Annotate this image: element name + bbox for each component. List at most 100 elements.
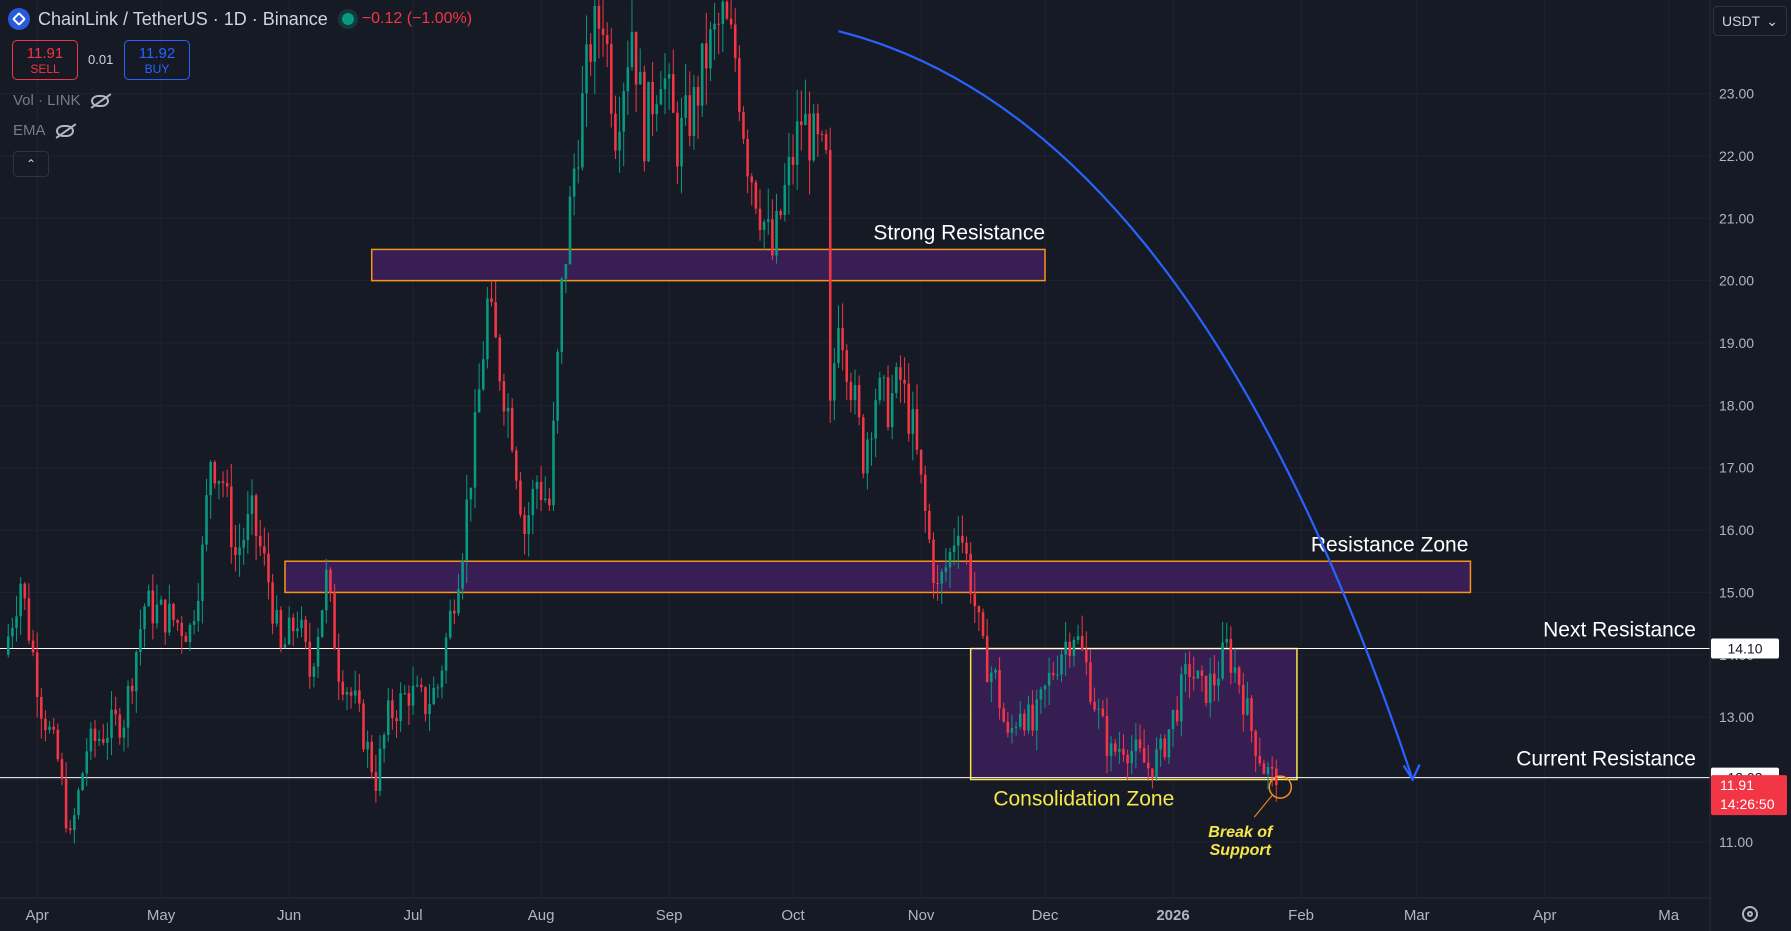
candle-body (733, 24, 737, 59)
candle-body (626, 67, 630, 92)
time-tick-label: Nov (908, 907, 935, 924)
candle-body (845, 350, 849, 382)
candle-body (19, 583, 22, 617)
candle-body (915, 409, 919, 450)
time-tick-label: Dec (1032, 907, 1059, 924)
eye-hidden-icon[interactable] (55, 124, 74, 137)
candle-body (1204, 675, 1208, 703)
price-tick-label: 11.00 (1719, 834, 1753, 850)
settings-gear-icon[interactable] (1742, 906, 1758, 922)
symbol-header[interactable]: ChainLink / TetherUS · 1D · Binance −0.1… (8, 6, 472, 32)
candle-body (746, 138, 749, 177)
candle-body (923, 474, 927, 511)
candle-body (853, 385, 857, 401)
candle-body (403, 693, 407, 695)
time-tick-label: Apr (26, 907, 49, 924)
buy-label: BUY (144, 61, 170, 76)
candle-body (820, 134, 824, 136)
time-tick-label: 2026 (1156, 907, 1189, 924)
annotations: Strong Resistance Resistance Zone Consolid… (838, 30, 1696, 859)
candle-body (180, 622, 184, 636)
candle-body (791, 157, 795, 165)
level-label: Current Resistance (1516, 748, 1696, 771)
candle-body (688, 95, 692, 136)
candle-body (572, 168, 576, 197)
candle-body (824, 134, 828, 151)
candle-body (1200, 670, 1204, 676)
candle-body (700, 43, 704, 106)
sell-button[interactable]: 11.91 SELL (12, 40, 78, 80)
candle-body (630, 31, 634, 68)
candle-body (659, 89, 663, 105)
candle-body (64, 778, 68, 829)
price-axis[interactable]: 11.0012.0013.0014.0015.0016.0017.0018.00… (1709, 0, 1791, 931)
time-tick-label: Sep (656, 907, 683, 924)
currency-label: USDT (1722, 13, 1761, 29)
candle-body (944, 567, 948, 572)
candle-body (721, 1, 725, 24)
candle-body (519, 480, 522, 515)
price-change: −0.12 (−1.00%) (361, 10, 473, 27)
candle-body (961, 535, 964, 543)
time-tick-label: Feb (1288, 907, 1314, 924)
candle-body (52, 726, 55, 730)
candle-body (238, 547, 241, 556)
candle-body (320, 610, 324, 637)
candle-body (527, 515, 530, 534)
candle-body (560, 278, 564, 352)
candle-body (1105, 716, 1109, 757)
candle-body (956, 535, 960, 546)
candle-body (93, 728, 97, 741)
candle-body (618, 131, 621, 151)
candle-body (1213, 673, 1216, 686)
candle-body (655, 104, 659, 115)
candle-body (1035, 699, 1039, 731)
candle-body (411, 685, 415, 706)
candle-body (510, 407, 514, 451)
candle-body (151, 590, 155, 624)
candle-body (15, 616, 18, 628)
candle-body (977, 606, 981, 613)
candle-body (490, 298, 493, 303)
price-tick-label: 23.00 (1719, 86, 1754, 102)
candle-body (461, 560, 464, 589)
collapse-indicators-button[interactable]: ⌃ (13, 151, 49, 177)
candle-body (696, 87, 700, 106)
candle-body (1027, 704, 1030, 731)
indicator-ema[interactable]: EMA (13, 122, 74, 139)
candle-body (539, 481, 543, 500)
candle-body (1060, 654, 1063, 675)
eye-hidden-icon[interactable] (90, 94, 109, 107)
candle-body (985, 636, 989, 682)
candle-body (919, 449, 923, 475)
symbol-title[interactable]: ChainLink / TetherUS · 1D · Binance (38, 8, 328, 29)
candle-body (783, 185, 787, 216)
candle-body (597, 5, 601, 29)
market-status-icon (341, 13, 354, 25)
candle-body (35, 652, 39, 697)
break-pointer-line (1253, 794, 1273, 818)
time-tick-label: Ma (1658, 907, 1679, 924)
candle-body (990, 672, 993, 682)
candle-body (1159, 738, 1162, 750)
candle-body (705, 43, 708, 69)
candle-body (1229, 638, 1233, 673)
indicator-volume[interactable]: Vol · LINK (13, 92, 109, 109)
candle-body (1246, 698, 1249, 715)
candle-body (729, 18, 733, 25)
candle-body (337, 649, 340, 682)
candle-body (969, 553, 972, 594)
candle-body (362, 703, 365, 750)
indicator-volume-label: Vol · LINK (13, 92, 81, 109)
candle-body (766, 219, 770, 222)
candle-body (1064, 641, 1067, 655)
candle-body (556, 351, 559, 421)
buy-button[interactable]: 11.92 BUY (124, 40, 190, 80)
candle-body (486, 298, 489, 360)
currency-selector[interactable]: USDT ⌄ (1713, 6, 1787, 36)
candle-body (242, 540, 245, 548)
zones (284, 248, 1472, 781)
time-axis[interactable]: Apr May Jun Jul Aug Sep Oct Nov Dec 2026 Feb Mar Apr… (0, 897, 1710, 924)
